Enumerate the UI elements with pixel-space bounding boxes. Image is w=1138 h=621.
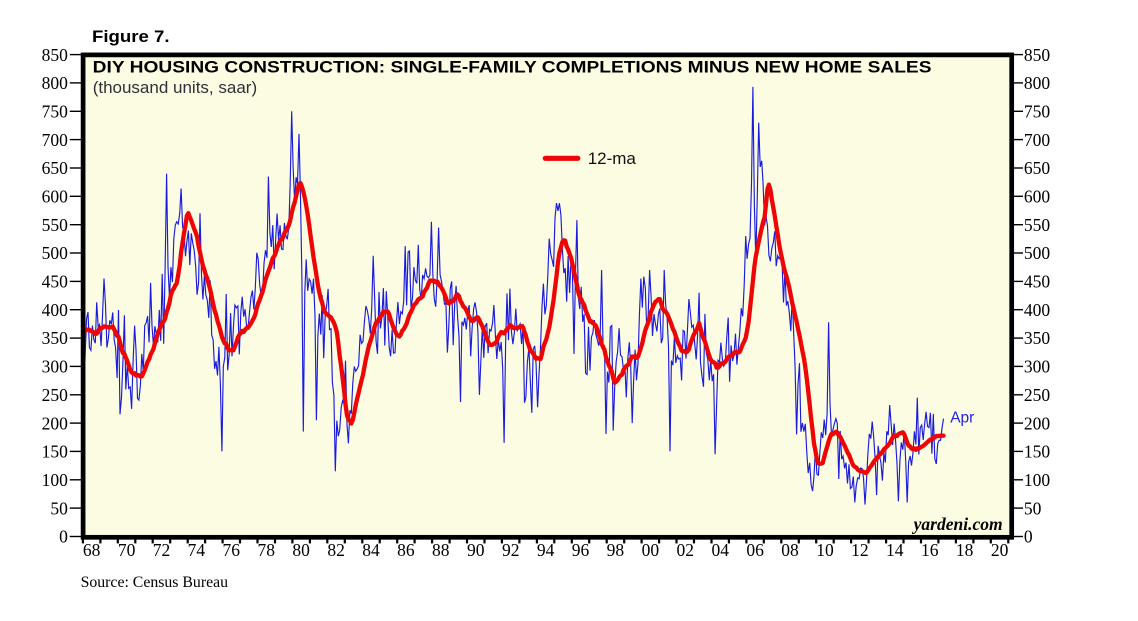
svg-text:68: 68: [83, 540, 101, 560]
svg-text:72: 72: [153, 540, 171, 560]
svg-text:350: 350: [1024, 328, 1051, 348]
svg-text:150: 150: [42, 442, 69, 462]
svg-text:82: 82: [327, 540, 345, 560]
svg-text:00: 00: [642, 540, 660, 560]
svg-text:10: 10: [816, 540, 834, 560]
svg-text:78: 78: [257, 540, 275, 560]
svg-text:50: 50: [50, 498, 68, 518]
svg-text:200: 200: [1024, 413, 1051, 433]
svg-text:700: 700: [1024, 130, 1051, 150]
svg-text:96: 96: [572, 540, 590, 560]
svg-text:Figure 7.: Figure 7.: [92, 27, 170, 46]
svg-text:450: 450: [1024, 272, 1051, 292]
svg-text:750: 750: [1024, 102, 1051, 122]
svg-text:12: 12: [851, 540, 869, 560]
svg-text:650: 650: [1024, 158, 1051, 178]
svg-text:92: 92: [502, 540, 520, 560]
svg-text:86: 86: [397, 540, 415, 560]
svg-text:94: 94: [537, 540, 555, 560]
svg-text:550: 550: [42, 215, 69, 235]
svg-text:250: 250: [42, 385, 69, 405]
svg-text:14: 14: [886, 540, 904, 560]
svg-text:350: 350: [42, 328, 69, 348]
svg-text:(thousand units, saar): (thousand units, saar): [93, 78, 257, 97]
svg-text:88: 88: [432, 540, 450, 560]
svg-text:500: 500: [1024, 243, 1051, 263]
svg-text:800: 800: [1024, 73, 1051, 93]
svg-text:04: 04: [711, 540, 729, 560]
svg-text:100: 100: [42, 470, 69, 490]
svg-text:02: 02: [677, 540, 695, 560]
svg-text:850: 850: [42, 45, 69, 65]
svg-text:0: 0: [1024, 527, 1033, 547]
svg-text:100: 100: [1024, 470, 1051, 490]
svg-text:76: 76: [223, 540, 241, 560]
svg-text:70: 70: [118, 540, 136, 560]
svg-text:500: 500: [42, 243, 69, 263]
svg-text:450: 450: [42, 272, 69, 292]
svg-text:50: 50: [1024, 498, 1042, 518]
svg-text:18: 18: [956, 540, 974, 560]
svg-text:300: 300: [1024, 357, 1051, 377]
svg-text:08: 08: [781, 540, 799, 560]
svg-text:250: 250: [1024, 385, 1051, 405]
svg-text:80: 80: [292, 540, 310, 560]
svg-text:Apr: Apr: [950, 410, 974, 427]
svg-text:74: 74: [188, 540, 206, 560]
svg-text:16: 16: [921, 540, 939, 560]
svg-text:DIY HOUSING CONSTRUCTION: SING: DIY HOUSING CONSTRUCTION: SINGLE-FAMILY …: [93, 58, 932, 77]
svg-text:750: 750: [42, 102, 69, 122]
svg-text:yardeni.com: yardeni.com: [912, 514, 1003, 534]
svg-text:0: 0: [59, 527, 68, 547]
svg-text:300: 300: [42, 357, 69, 377]
svg-text:90: 90: [467, 540, 485, 560]
svg-text:600: 600: [1024, 187, 1051, 207]
svg-text:84: 84: [362, 540, 380, 560]
svg-text:850: 850: [1024, 45, 1051, 65]
svg-text:12-ma: 12-ma: [588, 149, 637, 168]
svg-text:650: 650: [42, 158, 69, 178]
svg-text:150: 150: [1024, 442, 1051, 462]
svg-text:98: 98: [607, 540, 625, 560]
svg-text:550: 550: [1024, 215, 1051, 235]
svg-text:800: 800: [42, 73, 69, 93]
svg-text:200: 200: [42, 413, 69, 433]
svg-text:400: 400: [42, 300, 69, 320]
svg-text:06: 06: [746, 540, 764, 560]
svg-text:20: 20: [991, 540, 1009, 560]
svg-text:700: 700: [42, 130, 69, 150]
svg-text:400: 400: [1024, 300, 1051, 320]
svg-text:600: 600: [42, 187, 69, 207]
